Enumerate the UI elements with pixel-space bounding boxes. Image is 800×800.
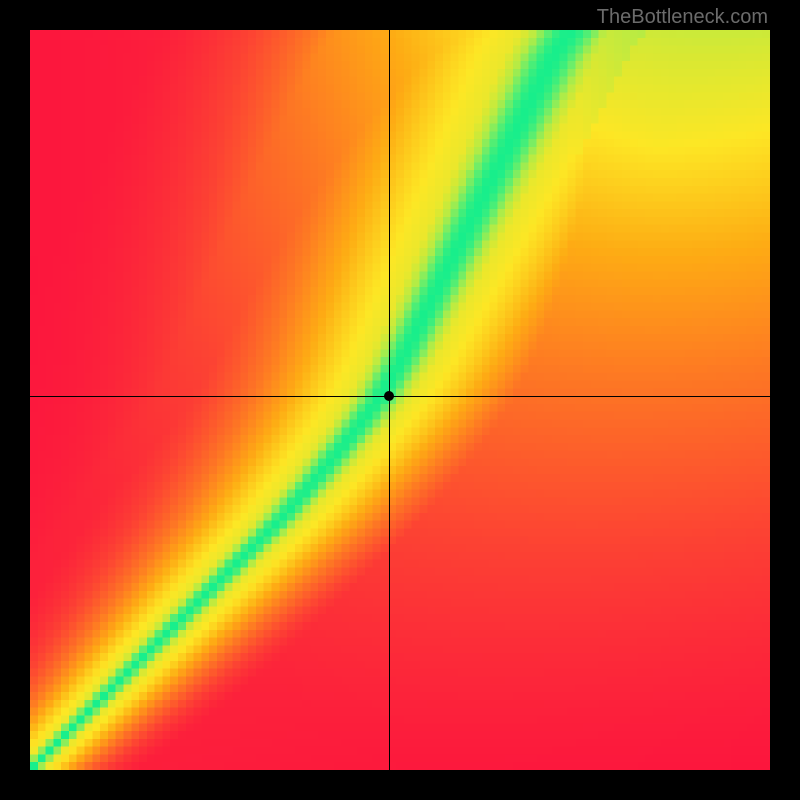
bottleneck-heatmap [30, 30, 770, 770]
crosshair-horizontal [30, 396, 770, 397]
heatmap-canvas [30, 30, 770, 770]
crosshair-marker [384, 391, 394, 401]
watermark-text: TheBottleneck.com [597, 6, 768, 29]
